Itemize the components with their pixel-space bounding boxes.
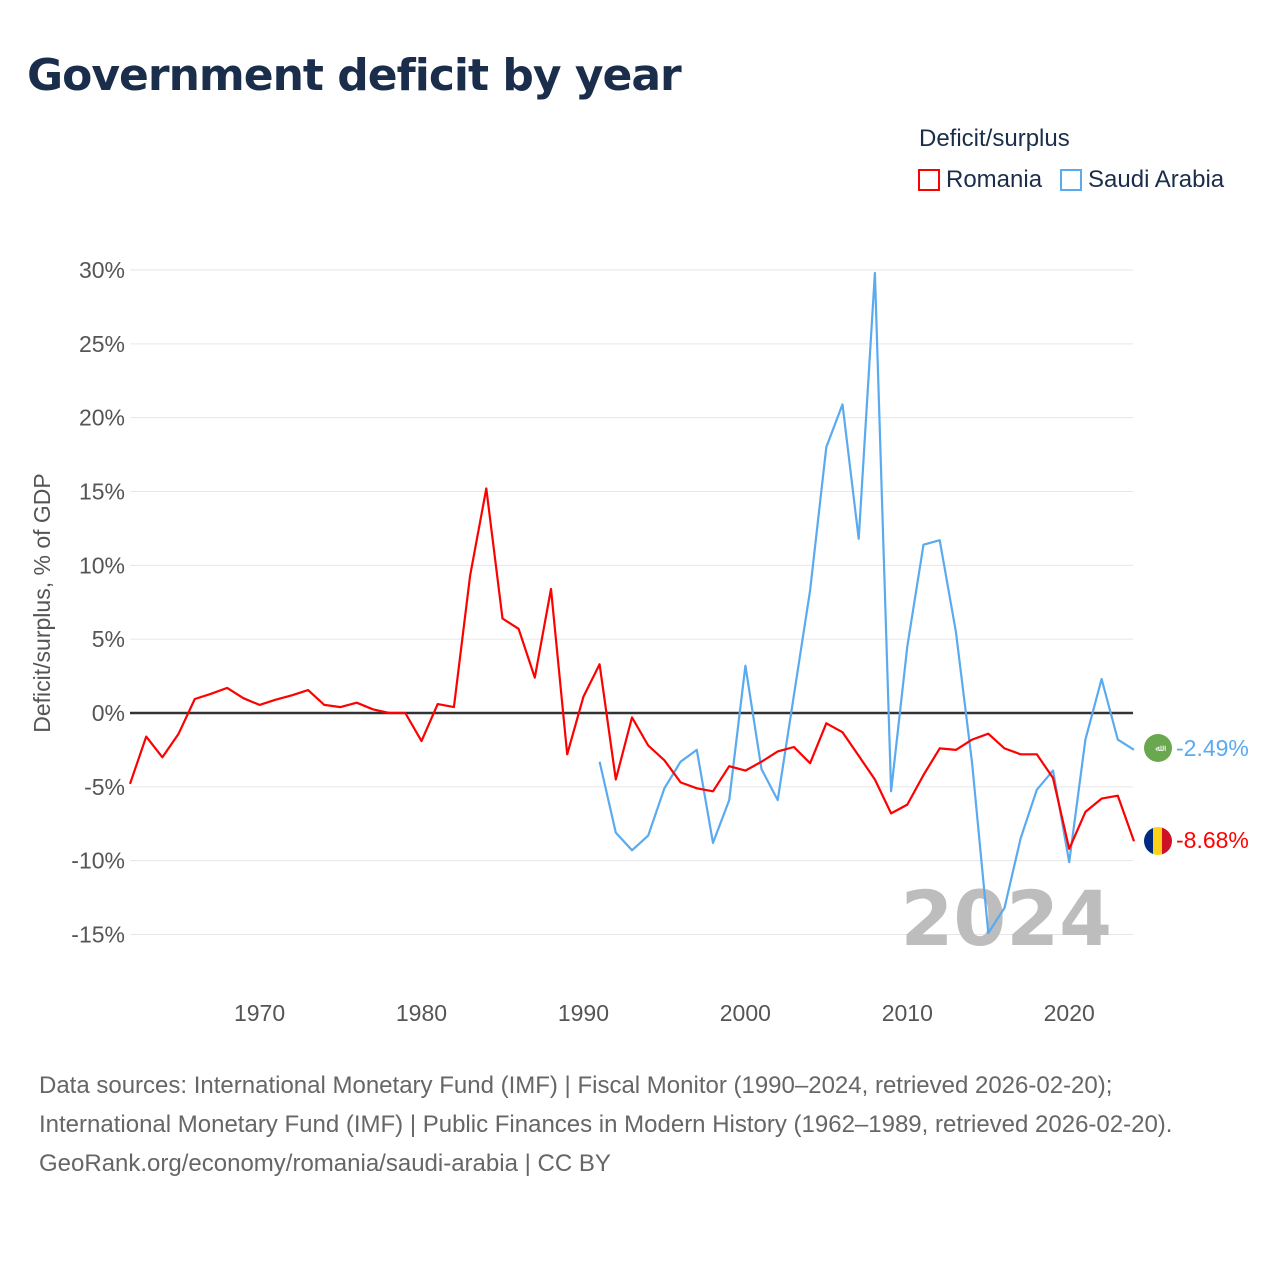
romania-flag-icon <box>1144 827 1172 855</box>
series-line-saudi-arabia[interactable] <box>598 271 1135 935</box>
x-tick-label: 1980 <box>396 1000 447 1026</box>
y-tick-label: -15% <box>71 922 125 948</box>
page-title: Government deficit by year <box>27 50 682 101</box>
legend-title: Deficit/surplus <box>919 125 1070 152</box>
line-chart: 30% 25% 20% 15% 10% 5% 0% -5% -10% -15% 1970 1980 19… <box>29 257 1249 1026</box>
legend-label: Romania <box>946 166 1043 193</box>
x-tick-label: 2000 <box>720 1000 771 1026</box>
legend-label: Saudi Arabia <box>1088 166 1225 193</box>
y-tick-label: 0% <box>92 700 125 726</box>
legend-item-romania[interactable]: Romania <box>918 166 1042 194</box>
data-sources: Data sources: International Monetary Fun… <box>39 1072 1173 1138</box>
x-tick-label: 2020 <box>1044 1000 1095 1026</box>
series-line-romania[interactable] <box>128 487 1136 851</box>
footer: Data sources: International Monetary Fun… <box>39 1066 1239 1183</box>
legend-swatch-saudi-arabia <box>1060 169 1083 191</box>
end-label-romania: -8.68% <box>1176 827 1249 853</box>
x-tick-label: 1990 <box>558 1000 609 1026</box>
y-tick-label: 10% <box>79 552 125 578</box>
y-tick-label: 5% <box>92 626 125 652</box>
x-tick-label: 1970 <box>234 1000 285 1026</box>
y-tick-label: 30% <box>79 257 125 283</box>
y-tick-label: 25% <box>79 331 125 357</box>
y-tick-label: -10% <box>71 848 125 874</box>
legend-swatch-romania <box>918 169 940 191</box>
legend-item-saudi-arabia[interactable]: Saudi Arabia <box>1060 166 1224 194</box>
end-label-saudi-arabia: -2.49% <box>1176 735 1249 761</box>
x-tick-label: 2010 <box>882 1000 933 1026</box>
saudi-arabia-flag-icon: ﷲ <box>1144 734 1172 762</box>
legend: Romania Saudi Arabia <box>918 166 1224 194</box>
year-watermark: 2024 <box>900 874 1112 963</box>
y-axis-label: Deficit/surplus, % of GDP <box>29 473 55 732</box>
y-tick-label: 15% <box>79 479 125 505</box>
y-tick-label: 20% <box>79 405 125 431</box>
credit-link[interactable]: GeoRank.org/economy/romania/saudi-arabia… <box>39 1150 611 1177</box>
y-tick-label: -5% <box>84 774 125 800</box>
